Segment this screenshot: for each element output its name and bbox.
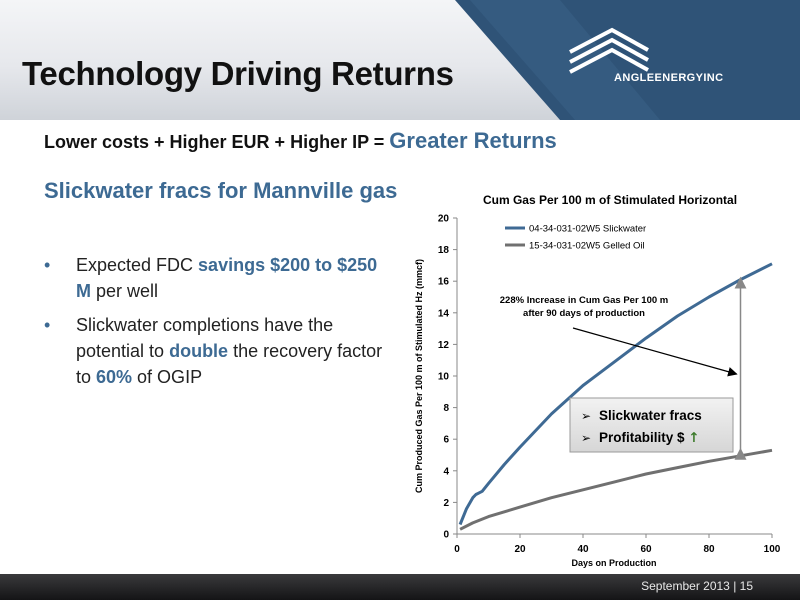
- x-axis-label: Days on Production: [571, 558, 656, 568]
- brand-logo-text: ANGLEENERGYINC: [614, 72, 724, 84]
- legend-label: 15-34-031-02W5 Gelled Oil: [529, 241, 645, 252]
- y-tick-label: 12: [438, 340, 450, 351]
- callout-box: ➢ Slickwater fracs ➢ Profitability $ ↑: [569, 397, 734, 453]
- bullet-dot-icon: •: [44, 315, 51, 335]
- bullet-item: • Expected FDC savings $200 to $250 M pe…: [44, 252, 394, 304]
- x-tick-label: 100: [764, 544, 781, 555]
- x-tick-label: 80: [703, 544, 715, 555]
- footer-bar: [0, 574, 800, 600]
- y-tick-label: 6: [443, 435, 449, 446]
- up-arrow-icon: ↑: [688, 430, 699, 446]
- page-title: Technology Driving Returns: [22, 55, 454, 92]
- series-line-2: [459, 448, 773, 531]
- y-tick-label: 14: [438, 308, 450, 319]
- series-line-1: [458, 262, 773, 526]
- header-band: ANGLEENERGYINC Technology Driving Return…: [0, 0, 800, 120]
- bullet-item: • Slickwater completions have the potent…: [44, 312, 394, 390]
- cum-gas-chart: Cum Gas Per 100 m of Stimulated Horizont…: [414, 193, 781, 568]
- chart-legend: 04-34-031-02W5 Slickwater 15-34-031-02W5 …: [505, 224, 646, 252]
- annotation-text-line2: after 90 days of production: [523, 308, 645, 319]
- callout-item: Slickwater fracs: [599, 408, 702, 423]
- callout-marker-icon: ➢: [581, 409, 591, 423]
- x-tick-label: 20: [514, 544, 526, 555]
- annotation-arrow: [572, 327, 738, 377]
- bullet-dot-icon: •: [44, 255, 51, 275]
- bullet-list: • Expected FDC savings $200 to $250 M pe…: [44, 252, 394, 398]
- callout-background: [569, 397, 734, 453]
- x-tick-label: 0: [454, 544, 460, 555]
- annotation-text-line1: 228% Increase in Cum Gas Per 100 m: [500, 295, 668, 306]
- callout-marker-icon: ➢: [581, 431, 591, 445]
- x-tick-label: 40: [577, 544, 589, 555]
- subtitle-accent: Greater Returns: [389, 128, 557, 153]
- y-tick-label: 8: [443, 403, 449, 414]
- y-tick-label: 2: [443, 498, 449, 509]
- angle-logo-icon: [569, 27, 649, 74]
- y-tick-label: 20: [438, 214, 450, 225]
- footer-date-page: September 2013 | 15: [641, 579, 753, 593]
- callout-item: Profitability $ ↑: [599, 430, 700, 446]
- chart-annotation: 228% Increase in Cum Gas Per 100 m after…: [500, 276, 747, 460]
- y-tick-label: 0: [443, 530, 449, 541]
- y-tick-label: 4: [443, 466, 449, 477]
- y-axis-label: Cum Produced Gas Per 100 m of Stimulated…: [414, 259, 424, 493]
- legend-label: 04-34-031-02W5 Slickwater: [529, 224, 646, 235]
- y-tick-label: 10: [438, 372, 450, 383]
- x-tick-label: 60: [640, 544, 652, 555]
- subtitle: Lower costs + Higher EUR + Higher IP = G…: [44, 128, 557, 153]
- header-shape: [455, 0, 800, 120]
- chart-title: Cum Gas Per 100 m of Stimulated Horizont…: [483, 193, 737, 207]
- section-heading: Slickwater fracs for Mannville gas: [44, 178, 398, 203]
- y-tick-label: 18: [438, 245, 450, 256]
- y-tick-label: 16: [438, 277, 450, 288]
